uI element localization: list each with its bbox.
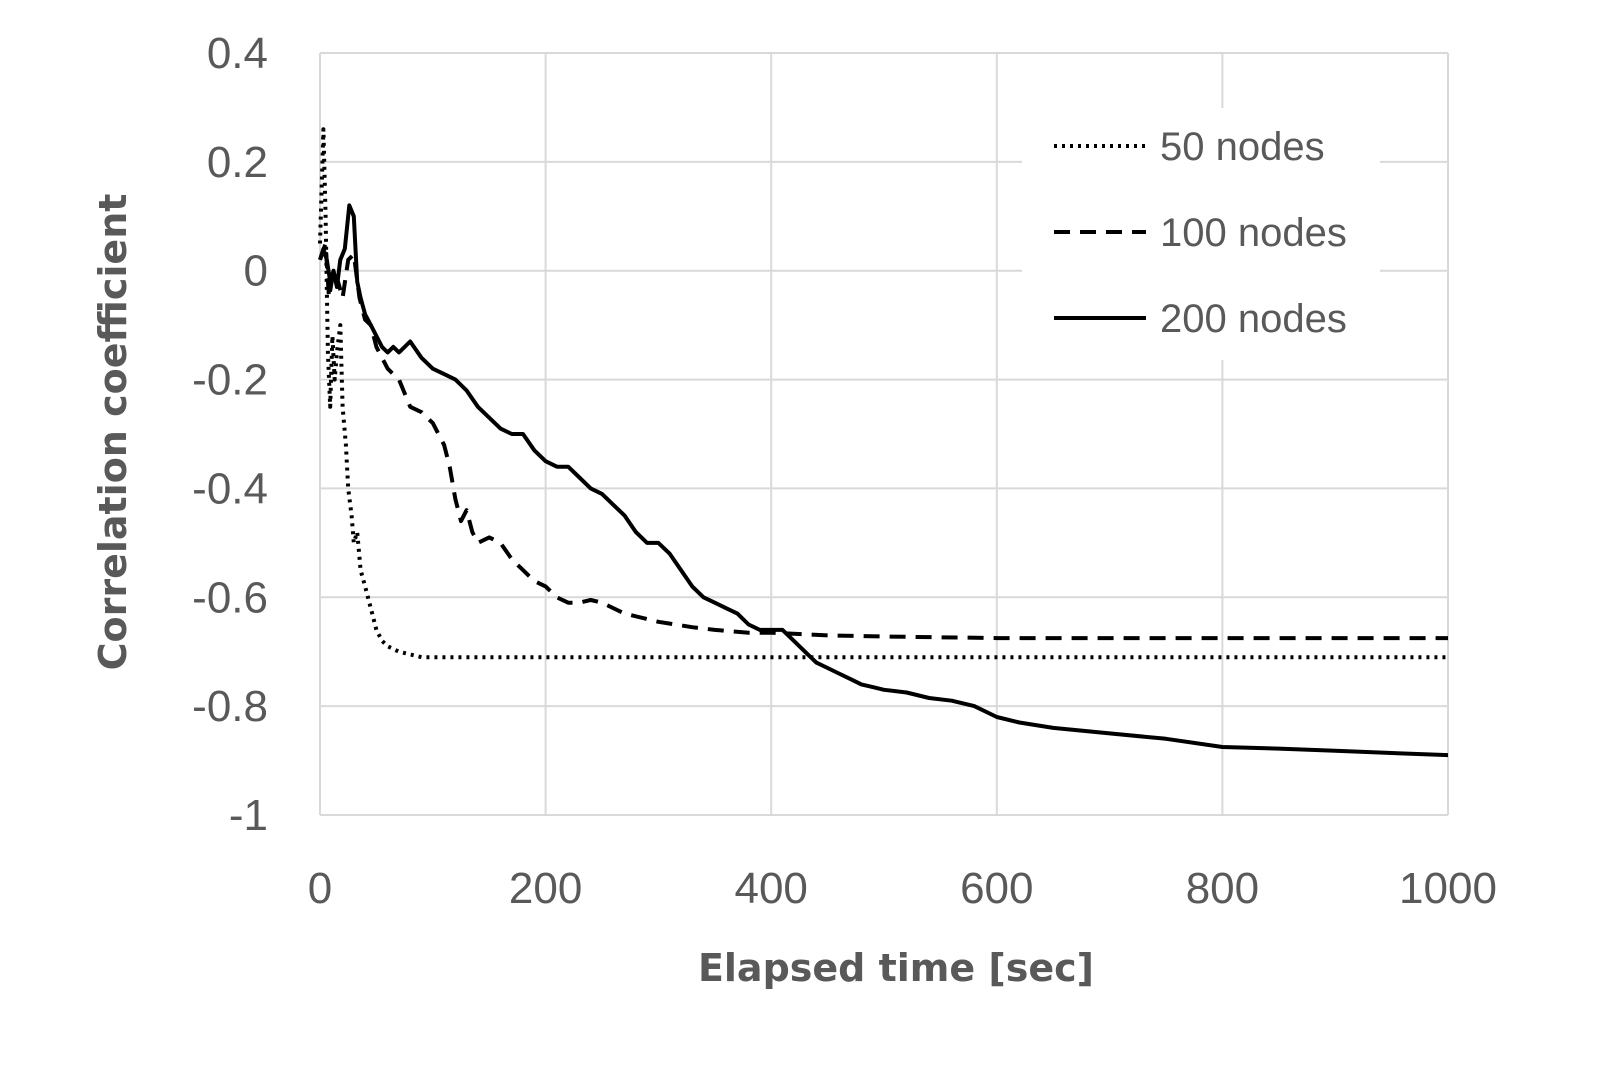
- y-tick-label: -1: [229, 791, 268, 840]
- legend-label-100-nodes: 100 nodes: [1160, 211, 1347, 255]
- tick-labels: 0.4 0.2 0 -0.2 -0.4 -0.6 -0.8 -1 0 200 400 600 800 10…: [192, 29, 1497, 913]
- y-tick-label: 0.2: [207, 138, 268, 187]
- y-tick-label: 0: [244, 247, 268, 296]
- series-lines: [318, 127, 1449, 758]
- y-tick-label: -0.6: [192, 573, 268, 622]
- y-tick-label: 0.4: [207, 29, 268, 78]
- y-axis-title: Correlation coefficient: [91, 194, 135, 671]
- series-line-200-nodes: [318, 203, 1449, 758]
- x-tick-label: 1000: [1399, 864, 1497, 913]
- x-tick-label: 800: [1186, 864, 1259, 913]
- gridlines: [319, 52, 1449, 816]
- x-tick-label: 200: [509, 864, 582, 913]
- legend-label-50-nodes: 50 nodes: [1160, 125, 1325, 169]
- legend-label-200-nodes: 200 nodes: [1160, 297, 1347, 341]
- y-tick-label: -0.4: [192, 464, 268, 513]
- x-tick-label: 0: [308, 864, 332, 913]
- legend: 50 nodes 100 nodes 200 nodes: [1022, 108, 1380, 360]
- x-axis-title: Elapsed time [sec]: [698, 946, 1094, 990]
- y-tick-label: -0.8: [192, 682, 268, 731]
- x-tick-label: 400: [734, 864, 807, 913]
- x-tick-label: 600: [960, 864, 1033, 913]
- y-tick-label: -0.2: [192, 356, 268, 405]
